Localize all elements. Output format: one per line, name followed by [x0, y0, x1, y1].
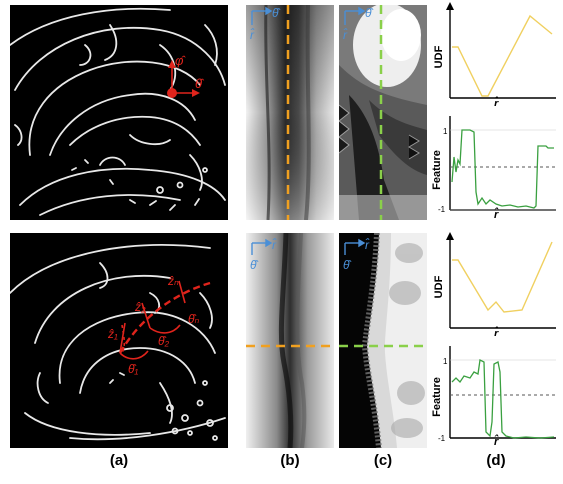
- feature-curve: [451, 129, 554, 209]
- panel-c-top-image: r̂ θ̂: [339, 5, 427, 220]
- axis-label-r: r̂: [365, 237, 370, 252]
- axis-label-theta: θ̂: [343, 258, 352, 272]
- label-theta2: θ̂₂: [158, 334, 170, 348]
- panel-a-top-image: φ̂ θ̂: [10, 5, 228, 220]
- panel-c-bottom-image: θ̂ r̂: [339, 233, 427, 448]
- axis-label-theta: θ̂: [365, 6, 374, 20]
- xlabel: r̂: [494, 328, 499, 336]
- ytick-bottom: -1: [438, 205, 446, 214]
- caption-c: (c): [373, 452, 393, 469]
- label-zn: ẑₙ: [167, 274, 179, 288]
- ylabel: Feature: [431, 377, 443, 417]
- ytick-bottom: -1: [438, 434, 446, 443]
- xlabel: r̂: [494, 209, 499, 221]
- label-z1: ẑ₁: [107, 327, 118, 341]
- plot-udf-bottom: UDF r̂: [430, 232, 560, 336]
- xlabel: r̂: [494, 436, 499, 448]
- curve-sampling-marker: [118, 280, 211, 360]
- axis-label-r: r̂: [343, 27, 348, 42]
- plot-feature-top: Feature 1 -1 r̂: [430, 112, 560, 222]
- feature-curve: [451, 359, 555, 439]
- caption-d: (d): [486, 452, 506, 469]
- plot-feature-bottom: Feature 1 -1 r̂: [430, 342, 560, 452]
- ylabel: UDF: [433, 45, 445, 68]
- panel-a-bottom-image: ẑ₁ ẑ₂ ẑₙ θ̂₁ θ̂₂ θ̂ₙ: [10, 233, 228, 448]
- ylabel: Feature: [431, 150, 443, 190]
- label-theta: θ̂: [195, 76, 205, 91]
- ytick-top: 1: [443, 127, 448, 136]
- axis-label-theta: θ̂: [272, 6, 281, 20]
- xlabel: r̂: [494, 98, 499, 106]
- edge-map-top: φ̂ θ̂: [10, 7, 226, 216]
- panel-b-top-image: r̂ θ̂: [246, 5, 334, 220]
- label-thetan: θ̂ₙ: [188, 312, 200, 326]
- label-z2: ẑ₂: [134, 300, 146, 314]
- label-theta1: θ̂₁: [128, 362, 139, 376]
- axis-label-r: r̂: [250, 27, 255, 42]
- caption-b: (b): [280, 452, 300, 469]
- axis-icon: [344, 6, 366, 25]
- udf-curve: [452, 14, 553, 97]
- udf-curve: [452, 241, 553, 313]
- axis-label-r: r̂: [272, 237, 277, 252]
- ylabel: UDF: [433, 275, 445, 298]
- axis-label-theta: θ̂: [250, 258, 259, 272]
- label-phi: φ̂: [175, 53, 186, 68]
- axis-icon: [251, 6, 273, 25]
- axis-icon: [251, 238, 273, 255]
- ytick-top: 1: [443, 357, 448, 366]
- edge-map-bottom: ẑ₁ ẑ₂ ẑₙ θ̂₁ θ̂₂ θ̂ₙ: [10, 244, 226, 441]
- axis-icon: [344, 238, 366, 255]
- caption-a: (a): [109, 452, 129, 469]
- local-frame-marker: φ̂ θ̂: [167, 53, 205, 98]
- plot-udf-top: UDF r̂: [430, 2, 560, 106]
- panel-b-bottom-image: θ̂ r̂: [246, 233, 334, 448]
